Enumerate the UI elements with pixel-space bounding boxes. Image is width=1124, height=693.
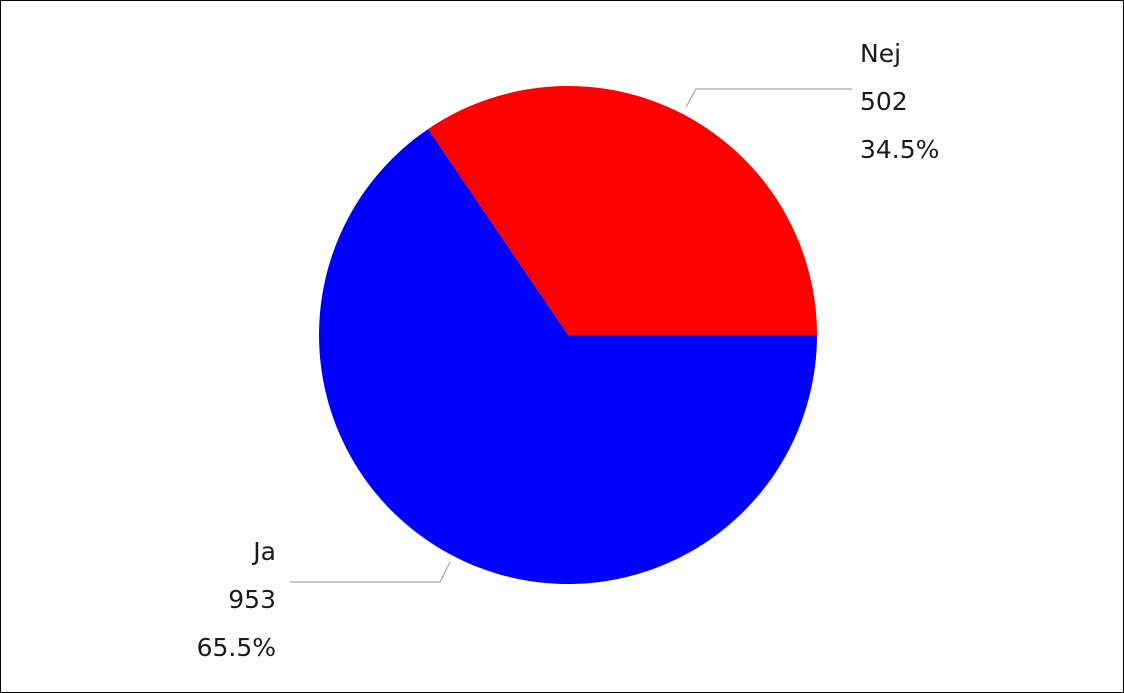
slice-value-ja: 953 [228,585,276,614]
data-label-nej: Nej 502 34.5% [860,39,939,164]
slice-value-nej: 502 [860,87,908,116]
slice-percent-ja: 65.5% [197,633,276,662]
slice-label-ja: Ja [251,537,276,566]
pie-slices [319,85,817,584]
slice-label-nej: Nej [860,39,901,68]
pie-slice-nej [428,85,817,335]
leader-line-nej [685,88,852,108]
leader-line-ja [290,561,451,583]
data-label-ja: Ja 953 65.5% [197,537,276,662]
slice-percent-nej: 34.5% [860,135,939,164]
pie-slice-ja [319,129,817,584]
